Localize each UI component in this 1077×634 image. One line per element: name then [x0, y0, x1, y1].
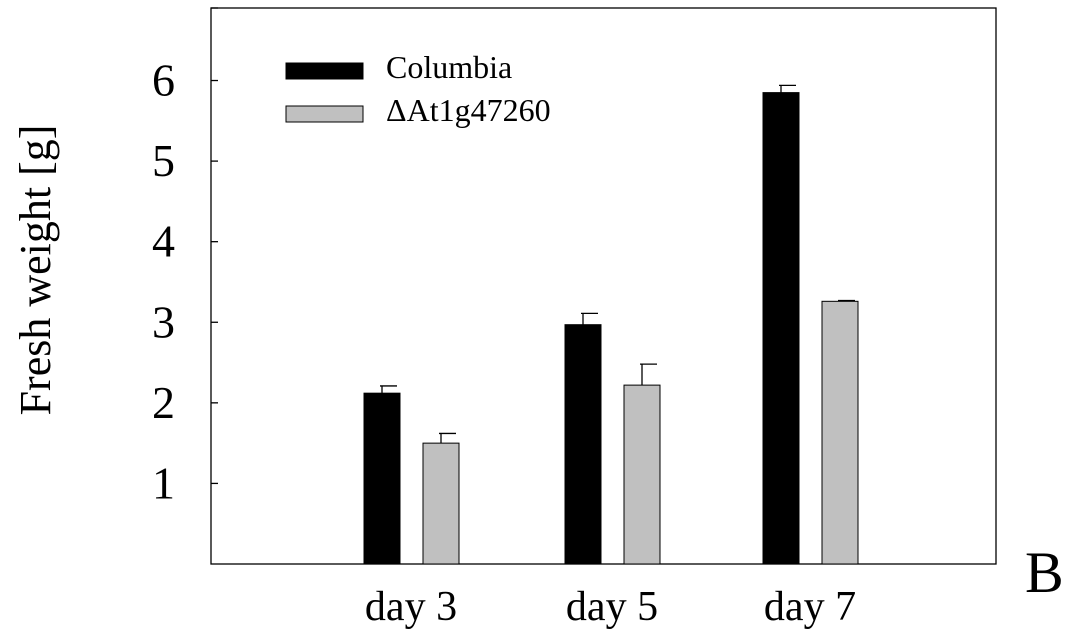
- bars-group: [363, 84, 859, 565]
- y-axis-title: Fresh weight [g]: [11, 125, 60, 416]
- bar: [762, 92, 800, 565]
- bar: [422, 442, 460, 565]
- plot-frame: [210, 7, 997, 565]
- bar: [821, 300, 859, 565]
- legend-swatch: [285, 62, 364, 80]
- x-tick-label: day 5: [566, 584, 658, 630]
- bar: [363, 392, 401, 565]
- y-tick-label: 4: [152, 216, 175, 267]
- legend-label: ΔAt1g47260: [386, 92, 551, 128]
- x-axis-labels: day 3 day 5 day 7: [365, 584, 856, 630]
- y-tick-label: 3: [152, 296, 175, 347]
- legend-swatch: [285, 105, 364, 123]
- legend: Columbia ΔAt1g47260: [285, 49, 551, 128]
- x-tick-label: day 7: [764, 584, 856, 630]
- y-tick-label: 1: [152, 457, 175, 508]
- y-axis-ticks: 1 2 3 4 5 6: [152, 7, 218, 508]
- legend-label: Columbia: [386, 49, 512, 85]
- x-tick-label: day 3: [365, 584, 457, 630]
- y-tick-label: 6: [152, 55, 175, 106]
- bar: [564, 324, 602, 565]
- y-tick-label: 5: [152, 135, 175, 186]
- bar: [623, 384, 661, 565]
- panel-label: B: [1025, 540, 1064, 605]
- y-tick-label: 2: [152, 377, 175, 428]
